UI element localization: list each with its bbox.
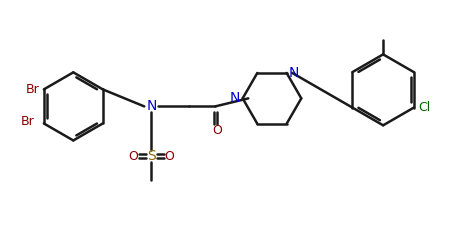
Text: O: O <box>129 150 138 163</box>
Text: N: N <box>230 91 240 105</box>
Text: Br: Br <box>21 115 35 128</box>
Text: N: N <box>146 99 157 114</box>
Text: O: O <box>213 123 222 137</box>
Text: N: N <box>289 66 299 80</box>
Text: Br: Br <box>26 83 39 96</box>
Text: Cl: Cl <box>419 101 431 114</box>
Text: O: O <box>165 150 174 163</box>
Text: S: S <box>147 149 156 163</box>
